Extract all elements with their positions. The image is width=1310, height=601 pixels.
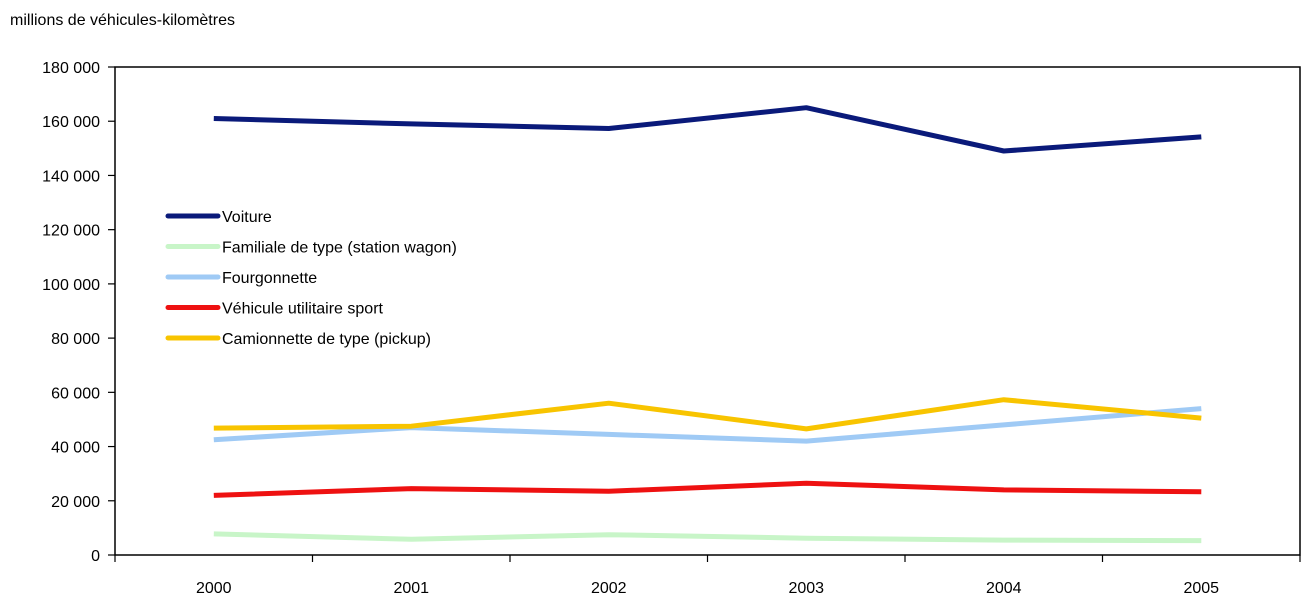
series-line — [213, 531, 1202, 544]
series-line — [213, 105, 1202, 154]
y-tick-label: 20 000 — [51, 494, 100, 511]
x-tick-label: 2002 — [591, 580, 627, 597]
series-line — [213, 397, 1202, 432]
y-tick-label: 160 000 — [42, 114, 100, 131]
y-tick-label: 0 — [91, 548, 100, 565]
y-tick-label: 60 000 — [51, 385, 100, 402]
x-axis-ticks: 2000 2001 2002 2003 2004 2005 — [114, 555, 1301, 597]
legend-label: Voiture — [222, 209, 272, 226]
x-tick-label: 2001 — [393, 580, 429, 597]
y-tick-label: 100 000 — [42, 277, 100, 294]
x-tick-label: 2003 — [788, 580, 824, 597]
series-line — [213, 406, 1202, 444]
series-lines — [213, 105, 1202, 544]
y-tick-label: 140 000 — [42, 168, 100, 185]
y-tick-label: 80 000 — [51, 331, 100, 348]
x-tick-label: 2004 — [986, 580, 1022, 597]
y-tick-label: 180 000 — [42, 60, 100, 77]
legend-label: Camionnette de type (pickup) — [222, 331, 431, 348]
x-tick-label: 2000 — [196, 580, 232, 597]
x-tick-label: 2005 — [1183, 580, 1219, 597]
y-axis-ticks: 0 20 000 40 000 60 000 80 000 100 000 120 000 1… — [42, 60, 115, 565]
y-tick-label: 120 000 — [42, 223, 100, 240]
y-tick-label: 40 000 — [51, 440, 100, 457]
series-line — [213, 480, 1202, 498]
legend-label: Fourgonnette — [222, 270, 317, 287]
legend: Voiture Familiale de type (station wagon)… — [165, 209, 457, 348]
y-axis-unit-label: millions de véhicules-kilomètres — [10, 12, 235, 29]
legend-label: Véhicule utilitaire sport — [222, 301, 384, 318]
legend-label: Familiale de type (station wagon) — [222, 240, 457, 257]
